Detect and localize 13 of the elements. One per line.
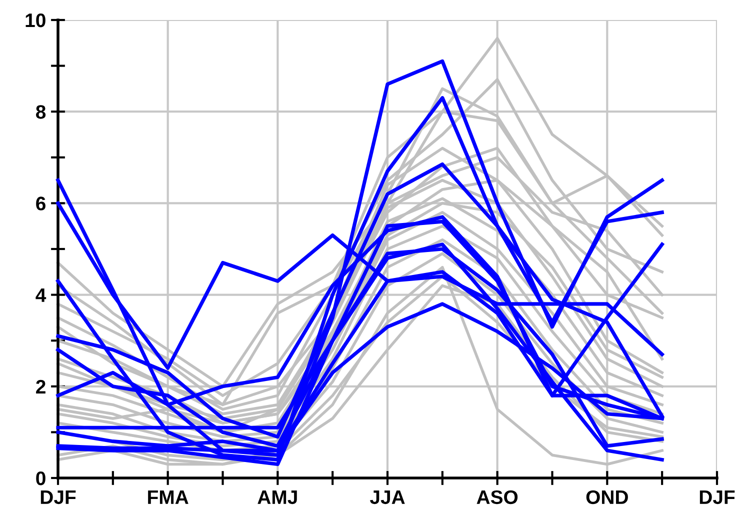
x-tick-label: JJA (370, 490, 405, 504)
x-tick-label: FMA (148, 490, 188, 504)
x-tick-label: AMJ (258, 490, 297, 504)
x-tick-label: OND (586, 490, 628, 504)
y-tick-label: 2 (36, 380, 46, 394)
y-tick-label: 8 (36, 105, 46, 119)
x-tick-label: ASO (476, 490, 518, 504)
y-tick-label: 6 (36, 196, 46, 210)
x-tick-label: DJF (700, 490, 735, 504)
x-tick-label: DJF (40, 490, 76, 504)
y-tick-label: 0 (36, 471, 46, 486)
y-tick-label: 10 (26, 13, 46, 28)
y-tick-label: 4 (36, 288, 46, 302)
